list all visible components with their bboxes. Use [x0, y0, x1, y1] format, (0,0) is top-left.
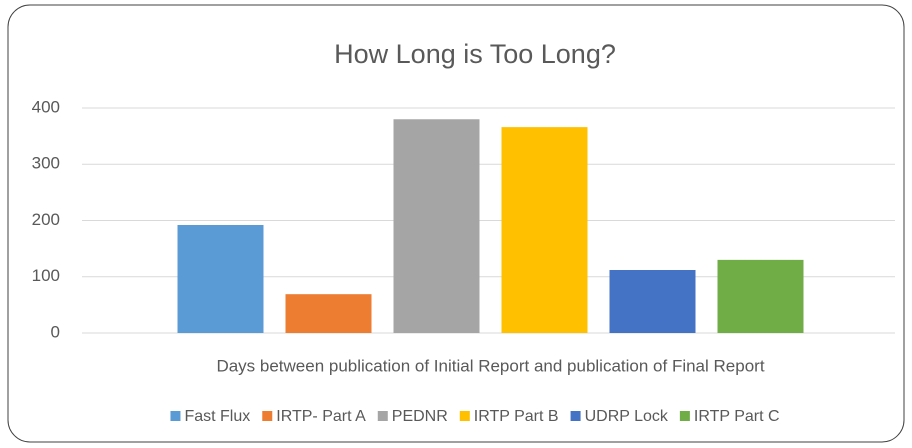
legend-swatch: [570, 411, 581, 421]
y-tick-label: 400: [32, 97, 60, 116]
x-tick-label: Days between publication of Initial Repo…: [216, 356, 764, 375]
legend-label: UDRP Lock: [585, 408, 669, 425]
legend-swatch: [377, 411, 388, 421]
bar: [285, 294, 372, 333]
legend-label: IRTP Part B: [474, 408, 559, 425]
legend-swatch: [459, 411, 470, 421]
legend-label: IRTP- Part A: [276, 408, 366, 425]
y-tick-label: 0: [51, 322, 60, 341]
legend-label: IRTP Part C: [694, 408, 780, 425]
legend-swatch: [262, 411, 273, 421]
legend-label: Fast Flux: [184, 408, 250, 425]
y-tick-label: 300: [32, 154, 60, 173]
legend-swatch: [679, 411, 690, 421]
bar: [177, 225, 264, 333]
bar: [717, 259, 804, 333]
legend-label: PEDNR: [392, 408, 448, 425]
chart-title: How Long is Too Long?: [334, 39, 616, 69]
legend-swatch: [170, 411, 181, 421]
bar: [501, 127, 588, 333]
bar: [393, 119, 480, 333]
y-tick-label: 200: [32, 210, 60, 229]
bar: [609, 270, 696, 333]
y-tick-label: 100: [32, 266, 60, 285]
